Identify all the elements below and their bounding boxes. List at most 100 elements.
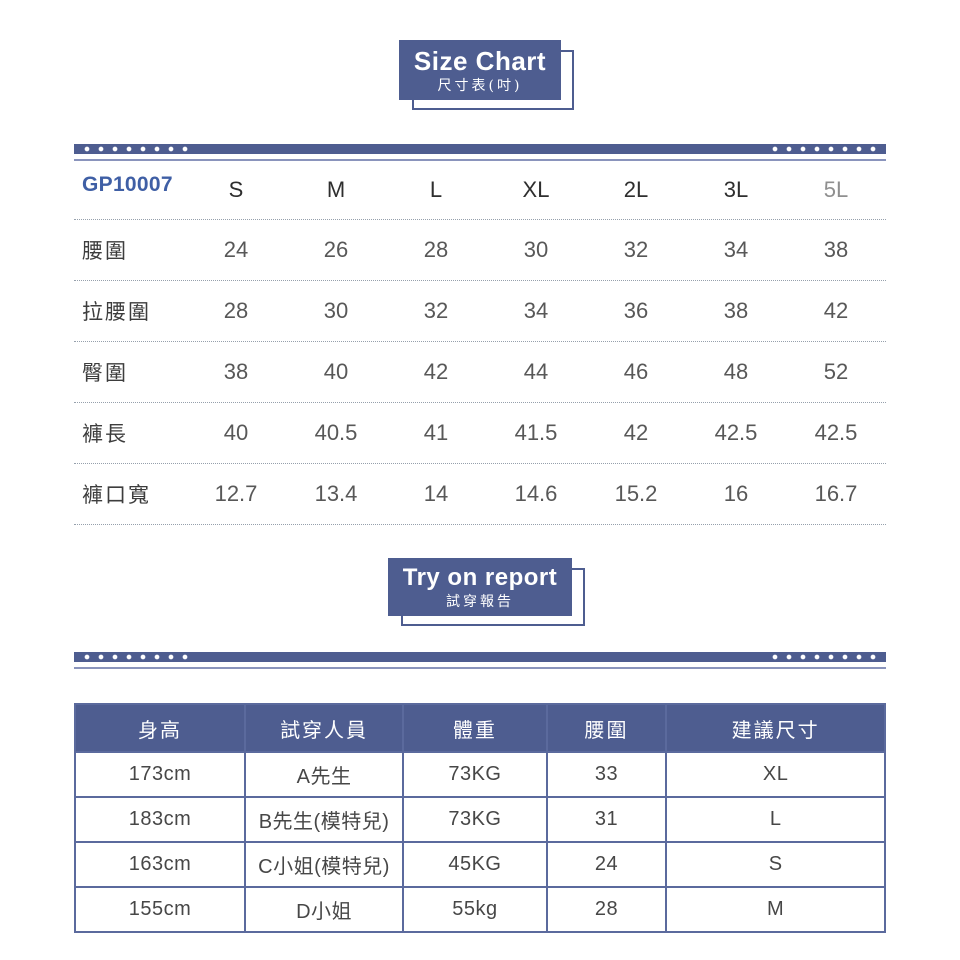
cell-fitter: B先生(模特兒): [244, 796, 405, 843]
dots-left: [80, 652, 192, 662]
cell-height: 155cm: [73, 886, 247, 933]
report-row: 173cm A先生 73KG 33 XL: [73, 751, 886, 798]
row-label: 拉腰圍: [82, 300, 151, 324]
measurement-value: 15.2: [614, 481, 658, 506]
measurement-value: 38: [823, 237, 849, 262]
size-col-header: M: [326, 177, 346, 202]
measurement-value: 13.4: [314, 481, 358, 506]
report-row: 155cm D小姐 55kg 28 M: [73, 886, 886, 933]
size-col-header: 3L: [723, 177, 749, 202]
measurement-value: 28: [423, 237, 449, 262]
measurement-row-pants-length: 褲長 40 40.5 41 41.5 42 42.5 42.5: [74, 403, 886, 464]
measurement-value: 40: [223, 420, 249, 445]
size-col-header: 5L: [823, 177, 849, 202]
dots-left: [80, 144, 192, 154]
size-chart-header-row: GP10007 S M L XL 2L 3L 5L: [74, 161, 886, 220]
measurement-value: 42: [623, 420, 649, 445]
row-label: 臀圍: [82, 361, 128, 385]
size-col-header: 2L: [623, 177, 649, 202]
size-chart-subtitle: 尺寸表(吋): [437, 78, 523, 94]
page-content: Size Chart 尺寸表(吋) GP10007 S M L XL 2L 3L…: [73, 0, 886, 933]
row-label: 腰圍: [82, 239, 128, 263]
size-col-header: L: [429, 177, 443, 202]
measurement-row-waist: 腰圍 24 26 28 30 32 34 38: [74, 220, 886, 281]
measurement-row-leg-opening: 褲口寬 12.7 13.4 14 14.6 15.2 16 16.7: [74, 464, 886, 525]
report-row: 183cm B先生(模特兒) 73KG 31 L: [73, 796, 886, 843]
measurement-value: 46: [623, 359, 649, 384]
measurement-value: 42: [423, 359, 449, 384]
dots-right: [768, 144, 880, 154]
measurement-value: 12.7: [214, 481, 258, 506]
measurement-value: 30: [323, 298, 349, 323]
measurement-value: 38: [223, 359, 249, 384]
divider-top: [74, 144, 886, 161]
try-on-subtitle: 試穿報告: [446, 594, 514, 610]
measurement-value: 34: [523, 298, 549, 323]
measurement-value: 44: [523, 359, 549, 384]
header-height: 身高: [73, 703, 247, 753]
header-fitter: 試穿人員: [244, 703, 405, 753]
divider-bottom: [74, 652, 886, 669]
cell-waist: 24: [545, 841, 668, 888]
report-header-row: 身高 試穿人員 體重 腰圍 建議尺寸: [73, 703, 886, 753]
measurement-value: 14.6: [514, 481, 558, 506]
measurement-value: 14: [423, 481, 449, 506]
row-label: 褲口寬: [82, 483, 151, 507]
measurement-value: 16: [723, 481, 749, 506]
measurement-value: 34: [723, 237, 749, 262]
measurement-value: 16.7: [814, 481, 858, 506]
cell-size: M: [665, 886, 886, 933]
cell-fitter: A先生: [244, 751, 405, 798]
measurement-value: 32: [423, 298, 449, 323]
thin-line: [74, 159, 886, 161]
measurement-value: 40: [323, 359, 349, 384]
cell-waist: 28: [545, 886, 668, 933]
header-suggested-size: 建議尺寸: [665, 703, 886, 753]
measurement-value: 41: [423, 420, 449, 445]
size-col-header: XL: [522, 177, 550, 202]
measurement-value: 40.5: [314, 420, 358, 445]
try-on-title: Try on report: [402, 564, 558, 591]
cell-size: XL: [665, 751, 886, 798]
cell-size: S: [665, 841, 886, 888]
cell-height: 163cm: [73, 841, 247, 888]
measurement-value: 28: [223, 298, 249, 323]
measurement-value: 36: [623, 298, 649, 323]
cell-weight: 45KG: [402, 841, 548, 888]
header-weight: 體重: [402, 703, 548, 753]
size-chart-title: Size Chart: [413, 46, 547, 76]
measurement-value: 52: [823, 359, 849, 384]
measurement-row-stretched-waist: 拉腰圍 28 30 32 34 36 38 42: [74, 281, 886, 342]
measurement-value: 30: [523, 237, 549, 262]
measurement-row-hip: 臀圍 38 40 42 44 46 48 52: [74, 342, 886, 403]
dotted-bar: [74, 652, 886, 662]
size-chart-table: GP10007 S M L XL 2L 3L 5L 腰圍 24 26 28 30…: [74, 161, 886, 525]
product-code: GP10007: [82, 173, 173, 196]
cell-fitter: C小姐(模特兒): [244, 841, 405, 888]
measurement-value: 48: [723, 359, 749, 384]
measurement-value: 41.5: [514, 420, 558, 445]
size-col-header: S: [228, 177, 244, 202]
size-chart-title-section: Size Chart 尺寸表(吋): [74, 0, 886, 110]
size-chart-title-box: Size Chart 尺寸表(吋): [398, 40, 575, 110]
cell-height: 183cm: [73, 796, 247, 843]
measurement-value: 26: [323, 237, 349, 262]
header-waist: 腰圍: [545, 703, 668, 753]
measurement-value: 24: [223, 237, 249, 262]
measurement-value: 42.5: [714, 420, 758, 445]
cell-waist: 33: [545, 751, 668, 798]
try-on-title-box: Try on report 試穿報告: [387, 558, 585, 626]
cell-height: 173cm: [73, 751, 247, 798]
report-row: 163cm C小姐(模特兒) 45KG 24 S: [73, 841, 886, 888]
dots-right: [768, 652, 880, 662]
cell-weight: 55kg: [402, 886, 548, 933]
try-on-title-section: Try on report 試穿報告: [74, 558, 886, 626]
cell-fitter: D小姐: [244, 886, 405, 933]
thin-line: [74, 667, 886, 669]
try-on-report-table: 身高 試穿人員 體重 腰圍 建議尺寸 173cm A先生 73KG 33 XL …: [73, 703, 886, 933]
measurement-value: 38: [723, 298, 749, 323]
cell-weight: 73KG: [402, 751, 548, 798]
measurement-value: 32: [623, 237, 649, 262]
cell-waist: 31: [545, 796, 668, 843]
row-label: 褲長: [82, 422, 128, 446]
